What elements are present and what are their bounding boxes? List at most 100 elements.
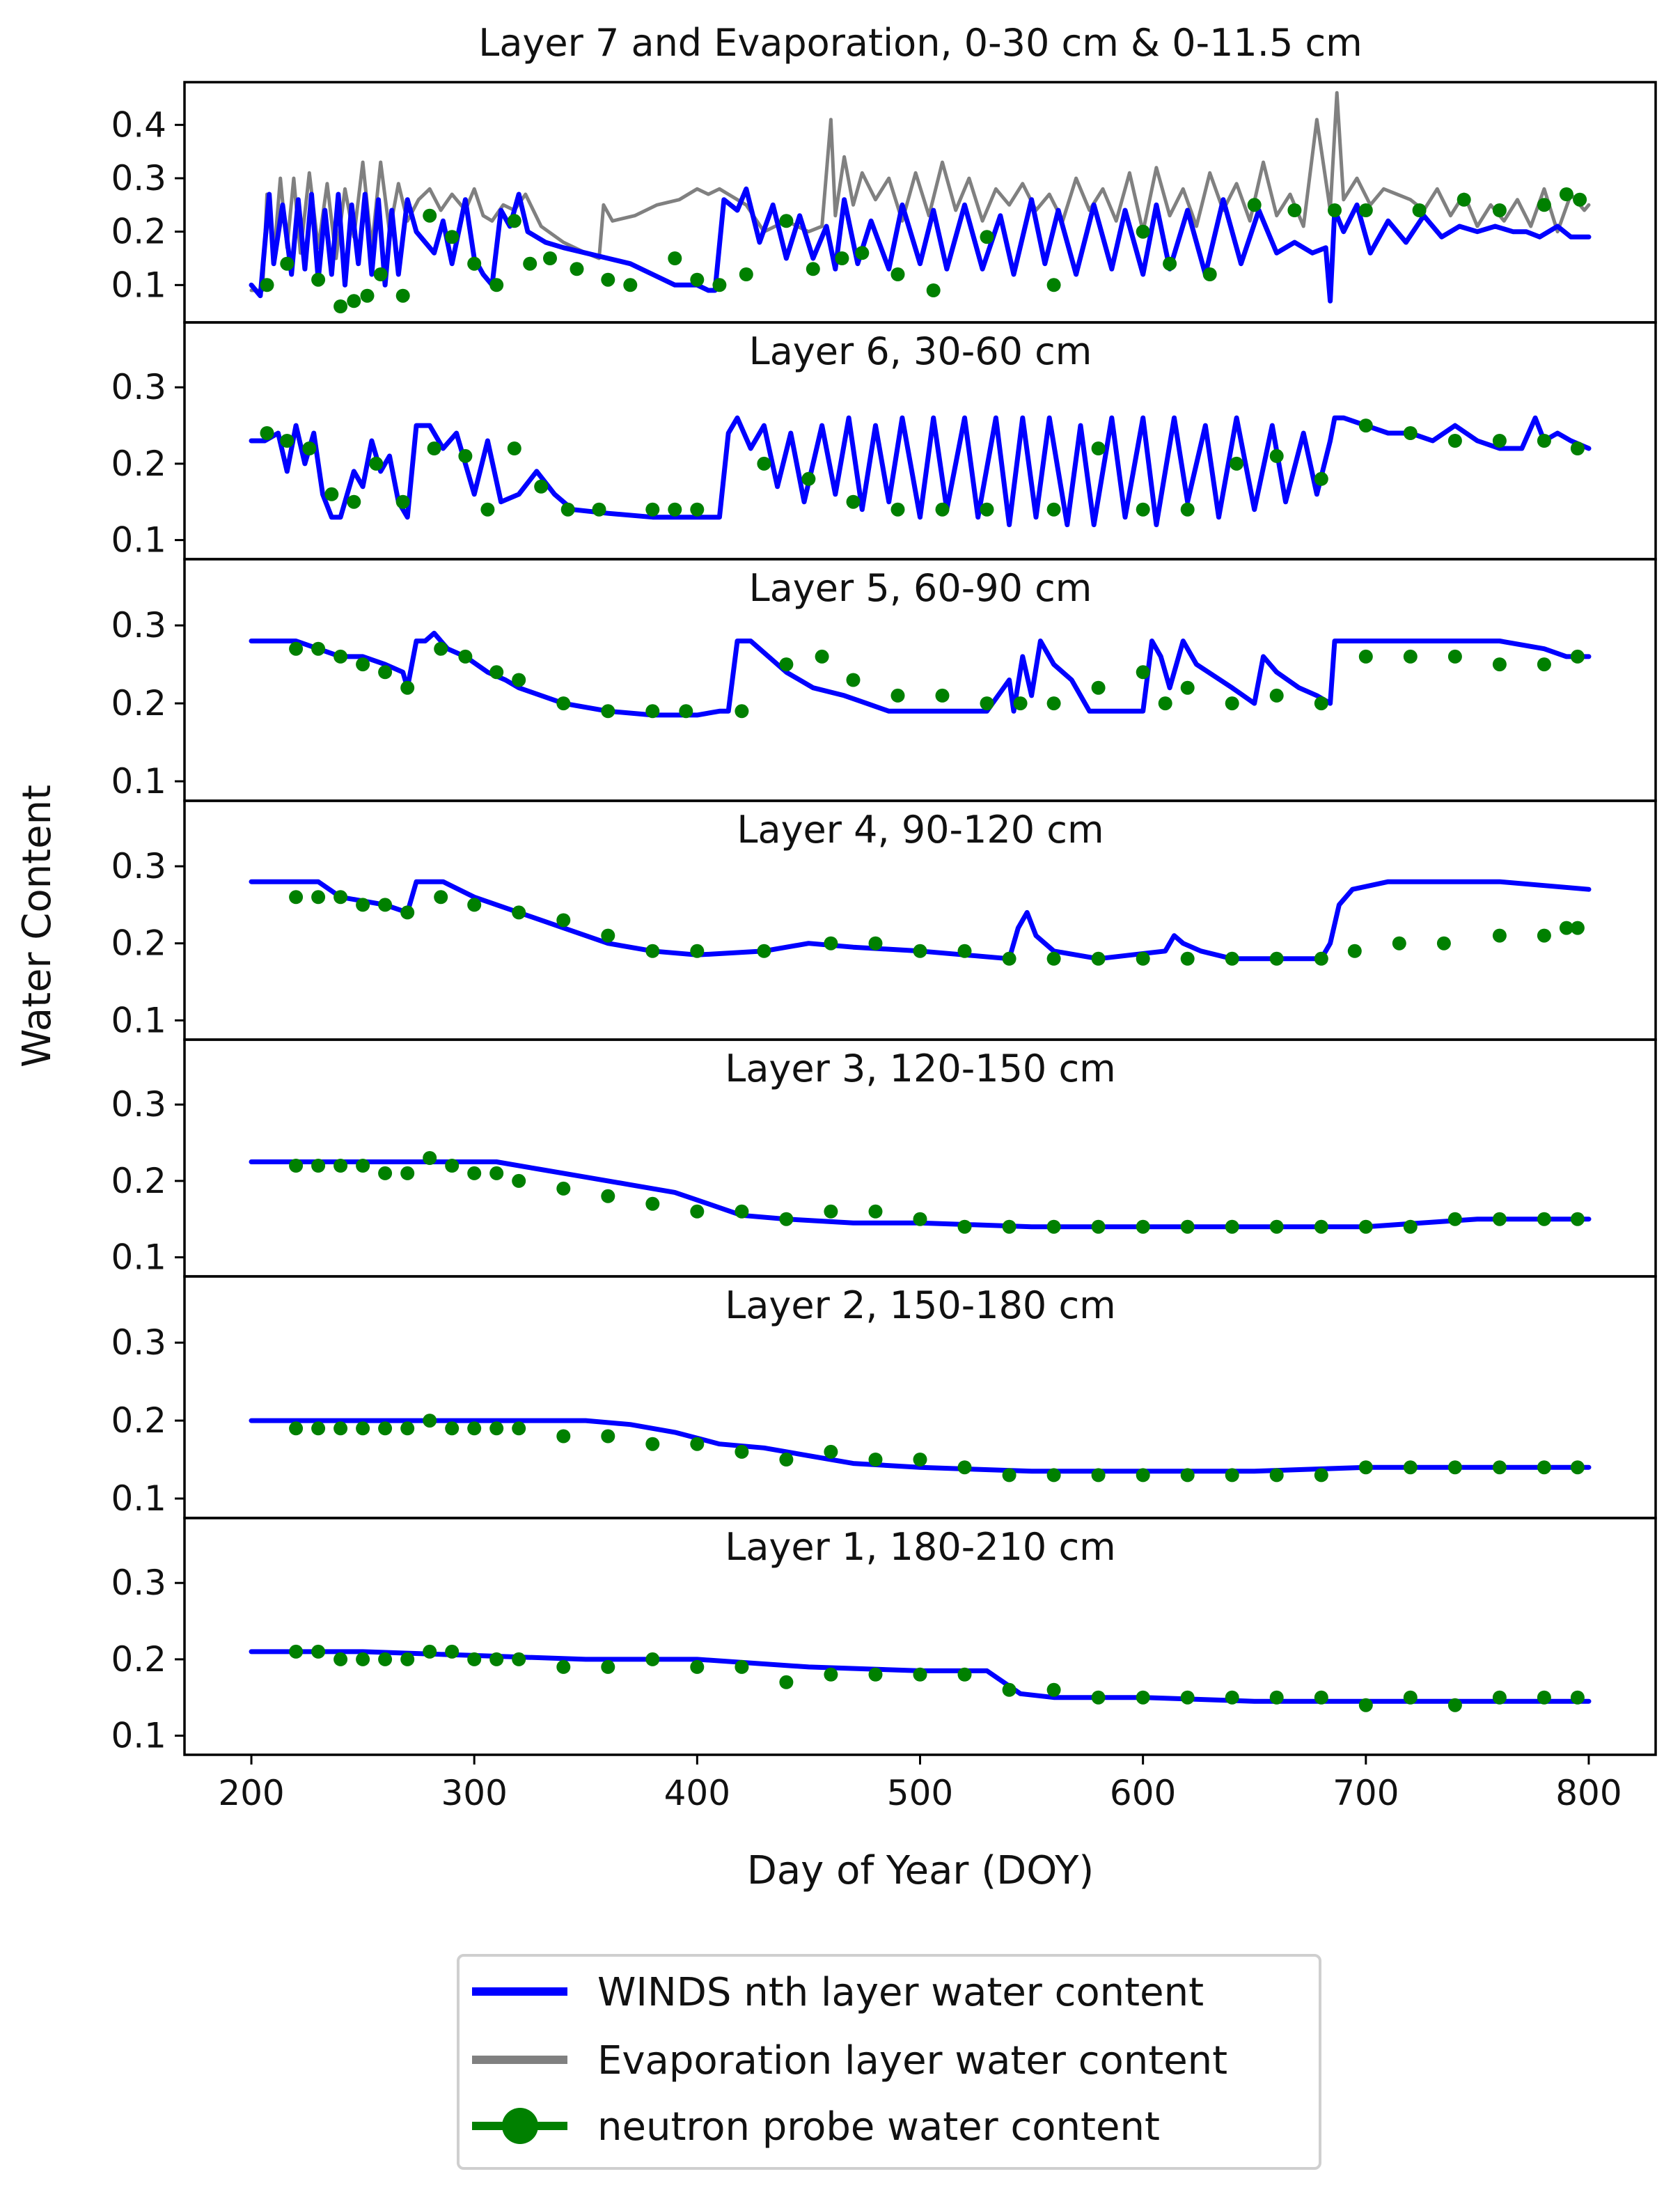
probe-point	[333, 649, 348, 664]
probe-point	[957, 1667, 972, 1682]
panel-data	[249, 1414, 1592, 1483]
probe-point	[1136, 502, 1150, 517]
probe-point	[489, 1421, 504, 1436]
probe-point	[1046, 278, 1061, 292]
probe-point	[1136, 224, 1150, 239]
probe-point	[560, 502, 575, 517]
probe-point	[735, 1444, 749, 1459]
probe-point	[1392, 936, 1406, 951]
probe-point	[423, 208, 437, 223]
probe-point	[434, 890, 448, 905]
probe-point	[690, 502, 705, 517]
probe-point	[913, 1453, 927, 1466]
probe-point	[1537, 928, 1551, 943]
y-tick-label: 0.1	[111, 761, 166, 801]
probe-point	[507, 214, 521, 228]
probe-point	[1314, 1468, 1328, 1483]
probe-point	[735, 704, 749, 719]
probe-point	[289, 1644, 304, 1659]
probe-point	[1447, 1698, 1462, 1712]
probe-point	[512, 1421, 526, 1436]
probe-point	[311, 890, 326, 905]
probe-point	[512, 673, 526, 687]
probe-point	[1537, 434, 1551, 448]
probe-point	[378, 1652, 393, 1666]
probe-point	[1247, 198, 1262, 212]
probe-point	[1570, 649, 1585, 664]
probe-point	[1269, 448, 1284, 463]
probe-point	[645, 1196, 660, 1211]
probe-point	[1537, 1460, 1551, 1475]
probe-point	[1403, 1690, 1418, 1705]
probe-point	[1269, 951, 1284, 966]
panel-5: 0.1 0.2 0.3 Layer 5, 60-90 cm	[111, 558, 1657, 802]
probe-point	[824, 1204, 838, 1219]
probe-point	[369, 456, 384, 471]
probe-point	[1225, 1219, 1239, 1234]
probe-point	[601, 1429, 615, 1444]
y-tick-label: 0.3	[111, 846, 166, 886]
probe-point	[356, 1421, 370, 1436]
probe-point	[1091, 680, 1106, 695]
probe-point	[980, 502, 994, 517]
probe-point	[1225, 1468, 1239, 1483]
probe-point	[356, 898, 370, 912]
probe-point	[1158, 696, 1172, 711]
y-axis-label: Water Content	[15, 785, 60, 1067]
probe-point	[1314, 1690, 1328, 1705]
probe-point	[373, 267, 388, 281]
probe-point	[913, 944, 927, 958]
panel-data	[249, 1644, 1592, 1712]
panel-data	[249, 630, 1592, 719]
probe-point	[423, 1414, 437, 1428]
probe-point	[835, 251, 849, 265]
probe-point	[679, 704, 693, 719]
probe-point	[489, 1166, 504, 1180]
probe-point	[824, 1667, 838, 1682]
winds-line	[249, 630, 1592, 718]
probe-point	[311, 1421, 326, 1436]
probe-point	[1269, 688, 1284, 703]
probe-point	[1287, 203, 1302, 217]
probe-point	[1314, 696, 1328, 711]
probe-point	[1180, 951, 1195, 966]
probe-point	[1013, 696, 1028, 711]
probe-point	[1559, 187, 1573, 201]
probe-point	[1358, 649, 1373, 664]
probe-point	[735, 1204, 749, 1219]
probe-point	[289, 641, 304, 656]
probe-point	[668, 502, 682, 517]
probe-point	[458, 448, 473, 463]
probe-point	[980, 230, 994, 244]
probe-point	[280, 256, 295, 271]
probe-point	[512, 905, 526, 920]
probe-point	[400, 905, 415, 920]
probe-point	[333, 1421, 348, 1436]
probe-point	[556, 1429, 571, 1444]
y-tick-label: 0.1	[111, 265, 166, 305]
probe-point	[668, 251, 682, 265]
probe-point	[512, 1173, 526, 1188]
probe-point	[926, 283, 941, 297]
y-tick-label: 0.2	[111, 444, 166, 484]
probe-point	[467, 256, 482, 271]
probe-point	[779, 1675, 794, 1689]
probe-point	[645, 944, 660, 958]
probe-point	[507, 441, 521, 455]
probe-point	[395, 494, 410, 509]
probe-point	[333, 890, 348, 905]
probe-point	[489, 278, 504, 292]
probe-point	[1537, 1212, 1551, 1226]
probe-point	[1403, 1460, 1418, 1475]
probe-point	[957, 944, 972, 958]
probe-point	[1180, 680, 1195, 695]
probe-point	[400, 1421, 415, 1436]
panel-3: 0.1 0.2 0.3 Layer 3, 120-150 cm	[111, 1038, 1657, 1278]
y-tick-label: 0.2	[111, 212, 166, 252]
probe-point	[1002, 1219, 1016, 1234]
probe-point	[445, 1159, 460, 1173]
probe-point	[467, 1652, 482, 1666]
probe-point	[467, 898, 482, 912]
panel-1: 0.1 0.2 0.3 Layer 1, 180-210 cm	[111, 1517, 1657, 1756]
probe-point	[735, 1659, 749, 1674]
